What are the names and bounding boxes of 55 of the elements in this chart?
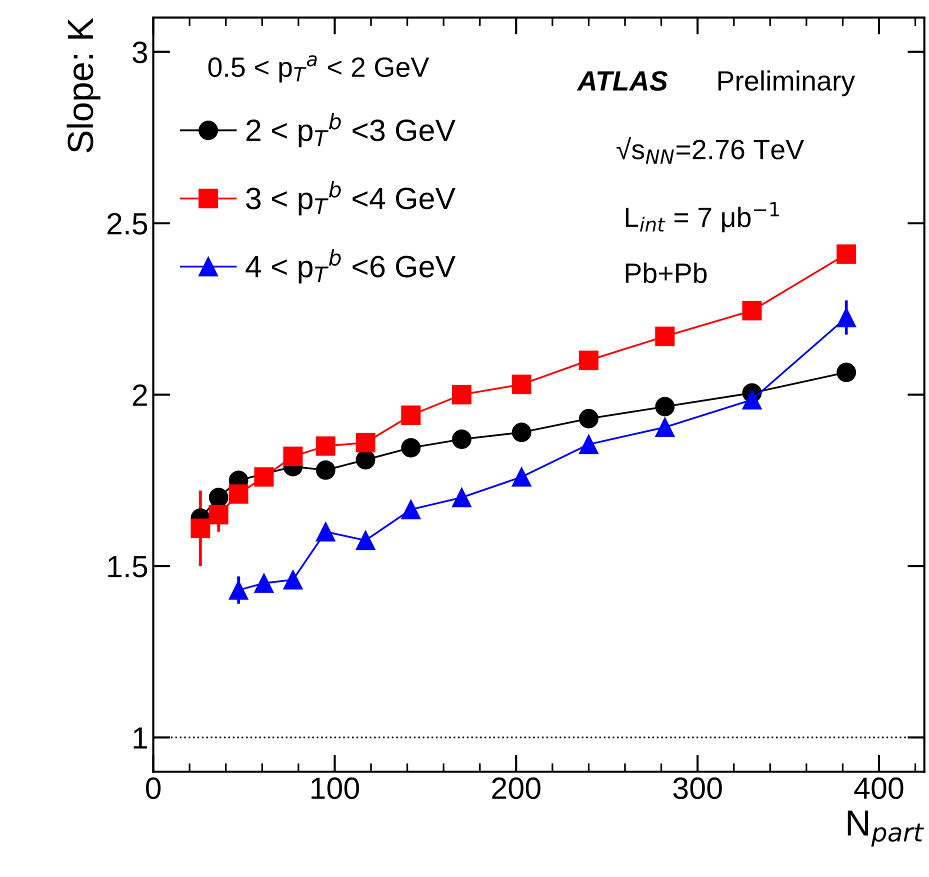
point — [283, 446, 303, 466]
point — [316, 522, 336, 542]
x-axis-title: N$_{part}$ — [848, 810, 924, 847]
y-tick-label: 3 — [132, 42, 148, 64]
point — [228, 484, 248, 504]
point — [228, 580, 248, 600]
annotation: Pb+Pb — [626, 262, 707, 284]
point — [356, 530, 376, 550]
point — [655, 326, 675, 346]
point — [452, 384, 472, 404]
point — [836, 362, 856, 382]
point — [208, 504, 228, 524]
y-tick-label: 2.5 — [107, 212, 148, 235]
point — [578, 408, 598, 428]
point — [356, 450, 376, 470]
point — [356, 432, 376, 452]
point — [401, 500, 421, 520]
y-tick-label: 2 — [132, 384, 147, 406]
annotation: 0.5 < p$_{T}$$^{a}$ < 2 GeV — [208, 55, 430, 83]
point — [512, 374, 532, 394]
point — [836, 244, 856, 264]
annotation: ATLAS — [576, 71, 668, 91]
point — [512, 467, 532, 487]
point — [742, 390, 762, 410]
point — [316, 460, 336, 480]
legend-label: 2 < p$_{T}$$^{b}$ <3 GeV — [246, 112, 456, 148]
x-tick-label: 0 — [146, 777, 161, 800]
point — [254, 467, 274, 487]
annotation: Preliminary — [718, 70, 856, 96]
point — [512, 422, 532, 442]
point — [452, 429, 472, 449]
legend-label: 3 < p$_{T}$$^{b}$ <4 GeV — [246, 181, 456, 216]
point — [578, 434, 598, 454]
point — [578, 350, 598, 370]
y-axis-title: Slope: K — [66, 18, 100, 152]
point — [655, 417, 675, 437]
point — [283, 570, 303, 590]
x-tick-label: 400 — [854, 777, 904, 800]
point — [742, 300, 762, 320]
point — [655, 396, 675, 416]
point — [401, 405, 421, 425]
y-tick-label: 1 — [134, 728, 147, 749]
x-tick-label: 100 — [312, 777, 360, 800]
point — [452, 488, 472, 508]
point — [190, 518, 210, 538]
point — [401, 438, 421, 458]
point — [836, 308, 856, 328]
point — [316, 436, 336, 456]
annotation: √s$_{NN}$=2.76 TeV — [616, 137, 804, 164]
x-tick-label: 200 — [492, 777, 540, 800]
annotation: L$_{int}$ = 7 μb$^{−1}$ — [626, 202, 779, 232]
x-tick-label: 300 — [673, 777, 722, 800]
y-tick-label: 1.5 — [108, 556, 148, 578]
legend-label: 4 < p$_{T}$$^{b}$ <6 GeV — [246, 249, 456, 284]
point — [254, 573, 274, 593]
